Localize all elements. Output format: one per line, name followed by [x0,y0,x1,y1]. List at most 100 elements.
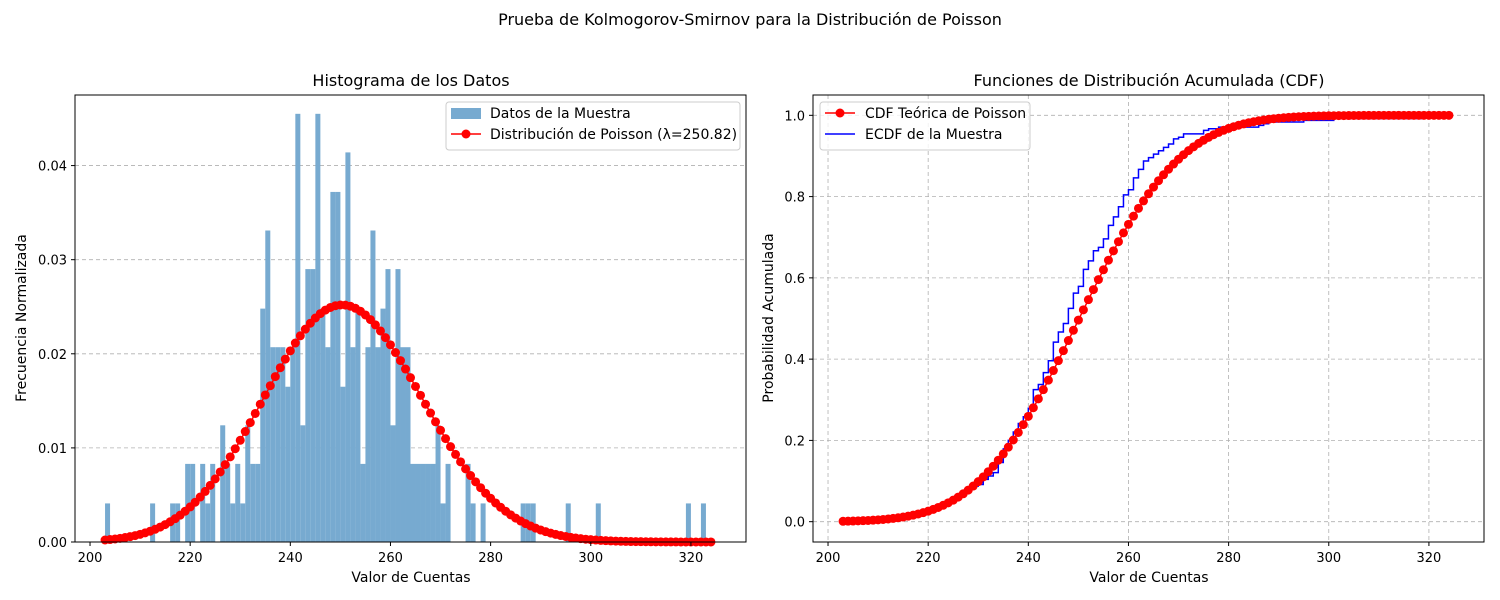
histogram-bar [295,113,301,543]
poisson-cdf-point [1088,285,1098,295]
poisson-pmf-point [446,442,456,452]
poisson-cdf-point [1038,385,1048,395]
histogram-bar [380,308,386,542]
poisson-pmf-point [385,340,395,350]
cdf-ytick-label: 0.4 [784,353,805,368]
histogram-bar [375,347,381,542]
poisson-cdf-point [1444,110,1454,120]
histogram-bar [440,503,446,542]
poisson-cdf-point [1013,427,1023,437]
poisson-pmf-point [416,390,426,400]
poisson-cdf-point [1144,189,1153,199]
histogram-bar [225,463,231,542]
cdf-x-axis-label: Valor de Cuentas [1089,570,1208,586]
poisson-cdf-series [838,110,1454,526]
histogram-bar [480,503,486,542]
cdf-legend-box [819,101,1031,151]
histogram-legend: Datos de la Muestra Distribución de Pois… [445,101,741,151]
histogram-bar [285,386,291,542]
histogram-bar [685,503,691,542]
legend-label-ecdf: ECDF de la Muestra [865,127,1002,143]
histogram-bar [255,463,261,542]
poisson-pmf-point [280,354,290,364]
histogram-bar [250,463,256,542]
histogram-bar [445,463,451,542]
cdf-ytick-label: 0.2 [784,434,805,449]
legend-swatch-sample [451,108,481,119]
poisson-pmf-series [100,300,716,547]
cdf-xtick-label: 240 [1016,551,1041,566]
poisson-pmf-point [270,372,280,382]
legend-label-sample: Datos de la Muestra [490,106,631,122]
poisson-pmf-point [295,331,305,341]
poisson-cdf-point [1008,435,1018,445]
histogram-bar [345,152,351,542]
histogram-bar [360,463,366,542]
histogram-bar [355,308,361,542]
poisson-pmf-point [215,467,225,477]
histogram-bar [385,269,391,542]
histogram-y-ticks: 0.00 0.01 0.02 0.03 0.04 [38,160,75,551]
histogram-bar [280,347,286,542]
poisson-cdf-point [1103,255,1113,265]
histogram-bar [595,503,601,542]
poisson-cdf-line [843,114,1449,523]
histogram-bar [270,347,276,542]
poisson-pmf-point [260,390,270,400]
poisson-cdf-point [1028,403,1038,413]
histogram-bar [245,425,251,542]
histogram-bar [290,347,296,542]
poisson-cdf-point [1018,420,1028,430]
histogram-bars [105,113,706,543]
histogram-bar [395,269,401,542]
poisson-pmf-point [451,449,461,459]
poisson-pmf-point [225,452,235,462]
poisson-pmf-point [456,457,466,467]
poisson-cdf-point [993,455,1003,465]
histogram-ytick-label: 0.04 [38,160,67,175]
poisson-cdf-point [1098,265,1108,275]
cdf-panel: Funciones de Distribución Acumulada (CDF… [761,71,1485,586]
legend-label-poisson-cdf: CDF Teórica de Poisson [865,106,1026,122]
histogram-panel: Histograma de los Datos 200 220 240 260 280 3… [14,71,747,586]
histogram-bar [700,503,706,542]
poisson-cdf-point [988,461,998,471]
histogram-bar [210,463,216,542]
histogram-bar [260,308,266,542]
poisson-cdf-point [1108,246,1118,256]
poisson-cdf-point [998,449,1008,459]
histogram-bar [150,503,156,542]
histogram-xtick-label: 200 [78,551,103,566]
poisson-cdf-point [1149,182,1159,192]
histogram-xtick-label: 240 [278,551,303,566]
cdf-y-ticks: 0.0 0.2 0.4 0.6 0.8 1.0 [784,109,813,531]
histogram-legend-box [445,101,741,151]
cdf-ytick-label: 0.6 [784,272,805,287]
histogram-bar [305,269,311,542]
histogram-bar [320,308,326,542]
poisson-cdf-point [1078,305,1088,315]
histogram-bar [390,425,396,542]
histogram-bar [275,347,281,542]
poisson-cdf-point [1048,366,1058,376]
poisson-cdf-point [1063,336,1073,346]
histogram-bar [405,347,411,542]
histogram-bar [175,503,181,542]
histogram-bar [565,503,571,542]
poisson-pmf-point [230,444,240,454]
histogram-bar [335,191,341,543]
ecdf-line [842,114,1444,522]
histogram-y-axis-label: Frecuencia Normalizada [14,234,30,402]
histogram-bar [185,463,191,542]
histogram-xtick-label: 260 [378,551,403,566]
histogram-ytick-label: 0.03 [38,254,67,269]
poisson-pmf-point [205,480,215,490]
histogram-bar [470,503,476,542]
poisson-pmf-point [421,399,431,409]
poisson-pmf-point [250,408,260,418]
cdf-xtick-label: 200 [816,551,841,566]
poisson-cdf-point [1128,211,1138,221]
cdf-xtick-label: 280 [1216,551,1241,566]
histogram-xtick-label: 300 [578,551,603,566]
